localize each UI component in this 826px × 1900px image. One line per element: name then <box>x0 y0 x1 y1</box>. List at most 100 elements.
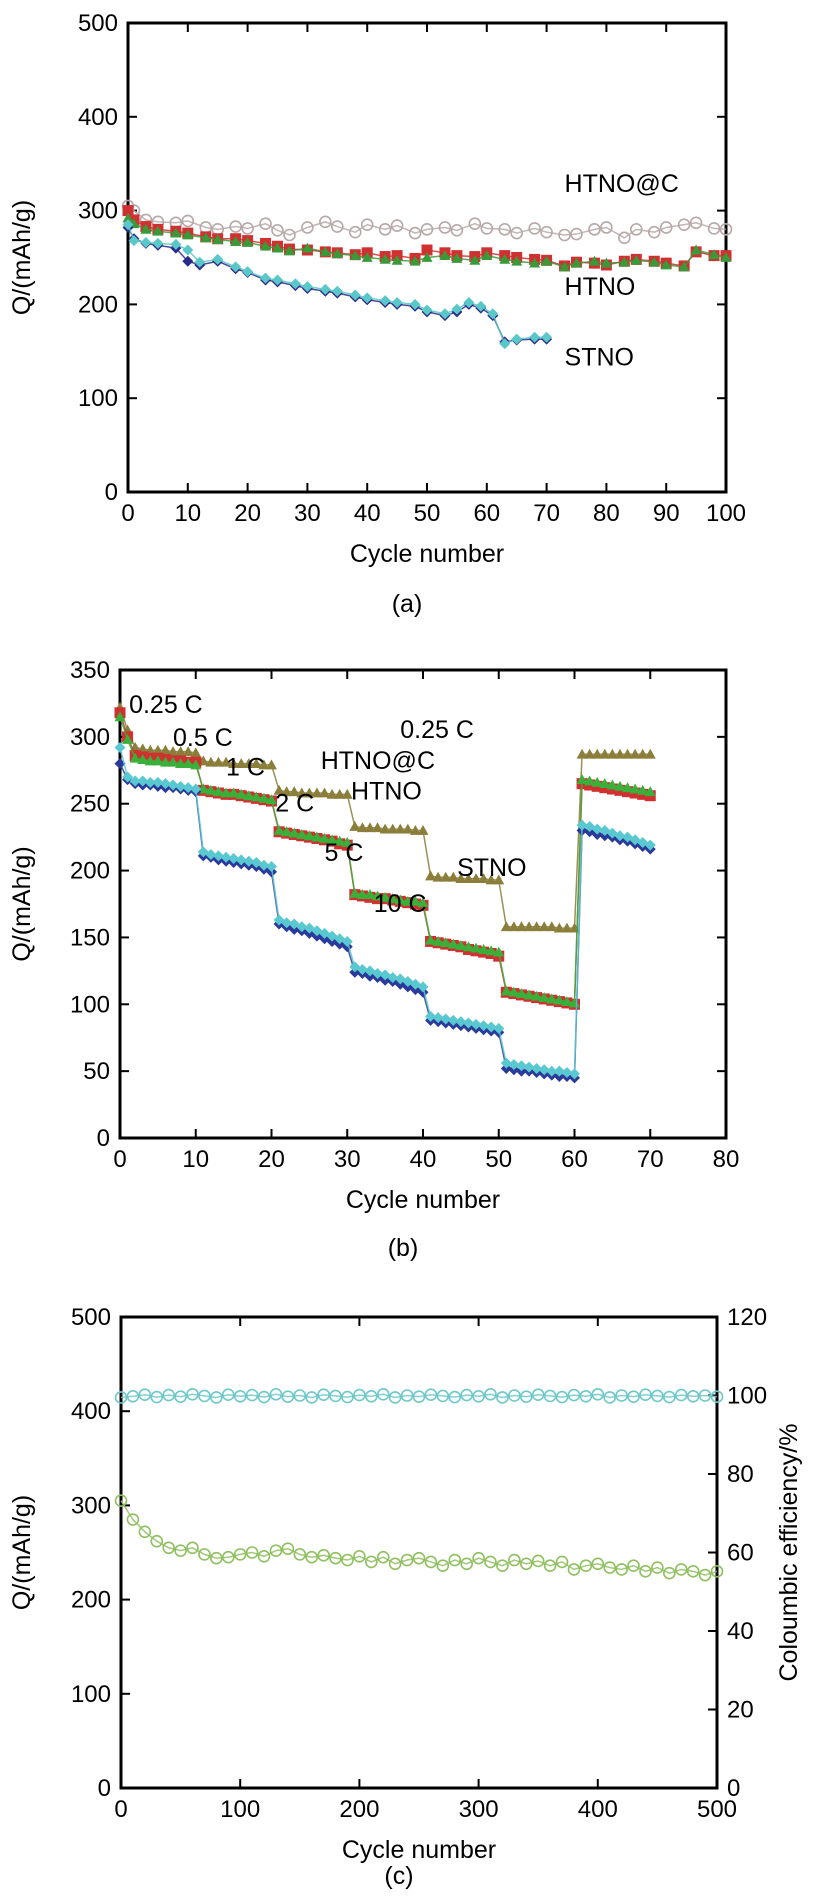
data-point <box>353 1549 366 1563</box>
data-point <box>281 917 293 929</box>
annotation-label: 1 C <box>226 754 265 782</box>
x-axis-label: Cycle number <box>346 1186 500 1214</box>
data-point <box>170 238 182 250</box>
data-point <box>468 217 482 231</box>
data-point <box>364 822 376 833</box>
data-point <box>639 1565 652 1578</box>
data-point <box>205 784 217 795</box>
data-point <box>152 237 164 249</box>
data-point <box>400 1553 414 1567</box>
data-point <box>576 748 588 759</box>
data-point <box>614 748 626 759</box>
series-2 <box>122 212 732 272</box>
data-point <box>644 748 656 759</box>
data-point <box>301 281 313 293</box>
data-point <box>175 758 187 768</box>
y-tick-label: 250 <box>70 791 110 818</box>
data-point <box>272 242 283 253</box>
data-point <box>409 255 421 266</box>
data-point <box>137 775 149 787</box>
data-point <box>698 1568 712 1582</box>
data-point <box>448 1553 462 1567</box>
data-point <box>194 256 206 268</box>
y-tick-label: 350 <box>70 657 110 684</box>
data-point <box>329 1551 342 1565</box>
data-point <box>402 895 414 906</box>
data-point <box>569 1068 580 1080</box>
data-point <box>463 297 475 309</box>
data-point <box>451 303 463 315</box>
data-point <box>152 225 164 236</box>
data-point <box>469 254 481 265</box>
data-point <box>349 887 361 898</box>
data-point <box>243 790 255 801</box>
data-point <box>317 1549 330 1562</box>
chart-caption: (a) <box>392 590 423 618</box>
data-point <box>230 261 242 273</box>
data-point <box>353 1388 366 1402</box>
data-point <box>114 742 126 754</box>
data-point <box>122 212 134 223</box>
data-point <box>439 250 451 261</box>
data-point <box>409 895 421 906</box>
data-point <box>567 1563 581 1576</box>
y-tick-label: 300 <box>71 1492 111 1519</box>
data-point <box>720 252 732 262</box>
data-point <box>140 223 152 234</box>
data-point <box>690 244 702 255</box>
data-point <box>576 774 588 785</box>
data-point <box>615 1389 628 1402</box>
data-point <box>496 1559 509 1572</box>
data-point <box>546 1065 558 1077</box>
data-point <box>660 259 672 270</box>
annotation-label: 0.25 C <box>400 716 474 744</box>
data-point <box>432 871 444 882</box>
data-point <box>317 1388 330 1402</box>
annotation-label: HTNO <box>565 273 636 301</box>
data-point <box>305 1550 319 1564</box>
data-point <box>289 278 301 290</box>
data-point <box>348 225 362 239</box>
data-point <box>394 894 406 905</box>
data-point <box>228 853 240 865</box>
data-point <box>129 775 141 787</box>
x-tick-label: 40 <box>410 1146 437 1173</box>
data-point <box>245 1546 259 1559</box>
chart-caption: (b) <box>388 1234 419 1262</box>
data-point <box>356 822 368 833</box>
data-point <box>511 255 523 266</box>
data-point <box>182 758 194 768</box>
data-point <box>553 994 565 1005</box>
data-point <box>212 234 224 245</box>
annotation-label: STNO <box>565 343 634 371</box>
data-point <box>257 1549 271 1563</box>
data-point <box>242 266 254 278</box>
data-point <box>627 1390 640 1403</box>
data-point <box>493 1022 505 1034</box>
data-point <box>478 873 490 883</box>
data-point <box>379 891 391 902</box>
data-point <box>708 249 720 260</box>
data-point <box>379 823 391 834</box>
data-point <box>387 972 399 984</box>
y2-tick-label: 120 <box>727 1304 767 1331</box>
data-point <box>233 1389 247 1403</box>
x-tick-label: 60 <box>561 1146 588 1173</box>
data-point <box>584 748 596 759</box>
data-point <box>567 1388 581 1402</box>
x-tick-label: 30 <box>294 500 321 527</box>
annotation-label: HTNO@C <box>321 747 435 775</box>
data-point <box>198 1548 211 1561</box>
y2-tick-label: 0 <box>727 1775 740 1802</box>
y-tick-label: 500 <box>78 10 118 37</box>
data-point <box>228 758 240 768</box>
data-point <box>412 1551 426 1565</box>
data-point <box>205 756 217 767</box>
data-point <box>561 922 573 933</box>
data-point <box>485 874 497 885</box>
data-point <box>417 981 429 993</box>
data-point <box>220 787 232 798</box>
data-point <box>555 1390 569 1404</box>
data-point <box>591 1557 605 1571</box>
x-tick-label: 0 <box>121 500 134 527</box>
